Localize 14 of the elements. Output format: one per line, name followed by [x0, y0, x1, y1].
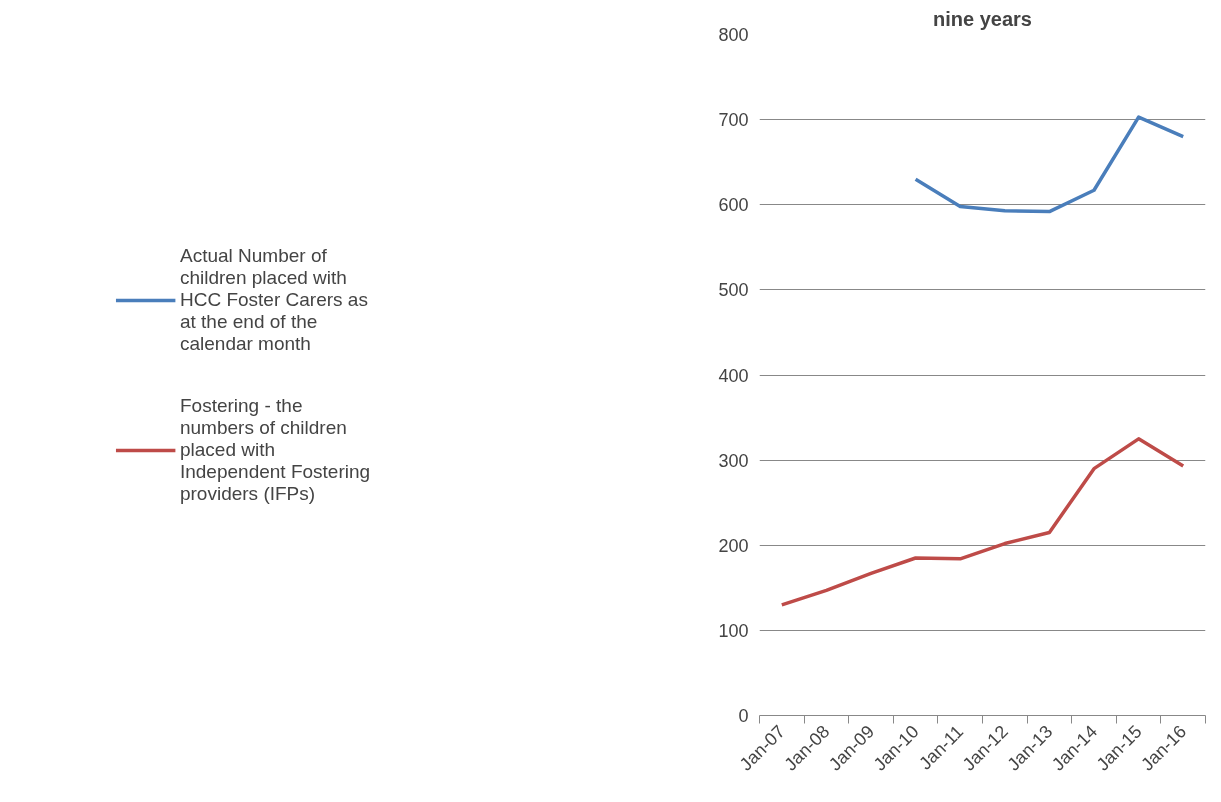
y-tick-label: 0	[738, 706, 749, 726]
legend-label: Actual Number of children placed with HCC Foster Carers as at the end of the calendar month	[179, 244, 368, 355]
legend-label: Fostering - the numbers of children placed with Independent Fostering providers (IFPs)	[179, 394, 371, 505]
line-series	[780, 437, 1185, 607]
y-tick-label: 700	[718, 110, 749, 131]
y-tick-label: 500	[718, 280, 749, 301]
y-tick-label: 300	[718, 450, 749, 471]
y-tick-label: 100	[718, 620, 749, 641]
chart-title: nine years	[933, 7, 1032, 30]
y-tick-label: 600	[718, 195, 749, 216]
y-tick-label: 200	[718, 535, 749, 556]
y-tick-label: 400	[718, 365, 749, 386]
line-series	[913, 115, 1185, 214]
y-tick-label: 800	[718, 25, 749, 45]
